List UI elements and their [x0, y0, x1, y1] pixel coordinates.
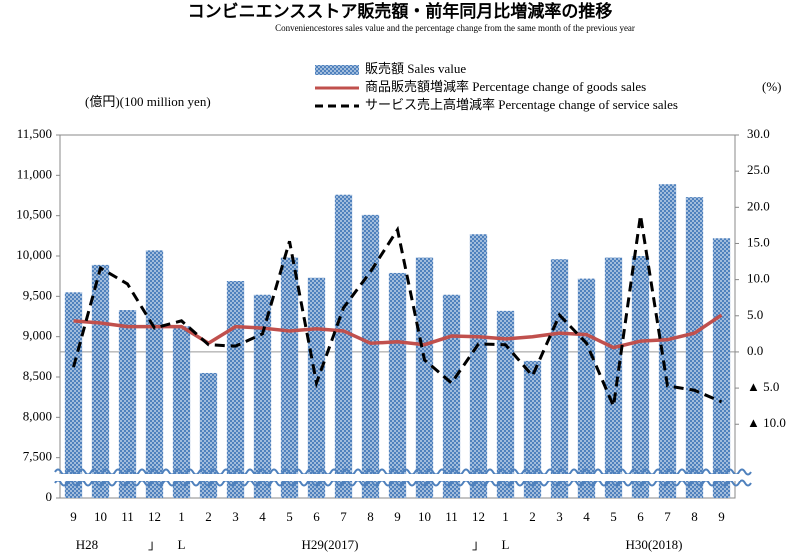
bar [469, 234, 488, 498]
y2-tick-label: 15.0 [747, 234, 770, 249]
x-tick-label: 9 [70, 509, 77, 524]
y2-tick-label: 0.0 [747, 343, 763, 358]
x-tick-label: 5 [286, 509, 293, 524]
legend-label: サービス売上高増減率 Percentage change of service … [365, 97, 678, 112]
y-tick-label: 8,500 [23, 368, 52, 383]
x-tick-label: 9 [718, 509, 725, 524]
y-tick-label: 7,500 [23, 449, 52, 464]
x-tick-label: 2 [529, 509, 536, 524]
legend: 販売額 Sales value 商品販売額増減率 Percentage chang… [315, 61, 678, 112]
x-tick-label: 3 [556, 509, 563, 524]
bar [577, 278, 596, 498]
legend-label: 商品販売額増減率 Percentage change of goods sale… [365, 79, 646, 94]
x-tick-label: 6 [637, 509, 644, 524]
bar [280, 257, 299, 498]
chart-title: コンビニエンスストア販売額・前年同月比増減率の推移 [188, 1, 613, 22]
line [72, 215, 723, 412]
y-tick-label: 11,500 [17, 126, 52, 141]
line [73, 313, 723, 350]
period-label: H28 [76, 537, 98, 552]
y2-tick-label: 10.0 [747, 271, 770, 286]
bar [172, 326, 191, 498]
chart-subtitle: Conveniencestores sales value and the pe… [275, 23, 635, 33]
bar [64, 292, 83, 498]
x-tick-label: 4 [583, 509, 590, 524]
x-tick-label: 8 [691, 509, 698, 524]
bar [550, 259, 569, 498]
bar [307, 277, 326, 498]
bar [91, 264, 110, 498]
y-tick-label: 11,000 [17, 166, 52, 181]
bar [712, 238, 731, 498]
y2-tick-label: 5.0 [747, 307, 763, 322]
bar [361, 214, 380, 499]
x-tick-label: 10 [418, 509, 431, 524]
x-tick-label: 2 [205, 509, 212, 524]
y-tick-label: 10,500 [16, 207, 52, 222]
x-tick-label: 4 [259, 509, 266, 524]
x-tick-label: 9 [394, 509, 401, 524]
x-tick-label: 6 [313, 509, 320, 524]
bar [496, 310, 515, 498]
x-tick-label: 12 [148, 509, 161, 524]
bar [631, 256, 650, 498]
x-tick-label: 5 [610, 509, 617, 524]
period-label: L [502, 537, 510, 552]
bar [226, 281, 245, 498]
y2-tick-label: 20.0 [747, 198, 770, 213]
bar [685, 197, 704, 498]
y-tick-label: 0 [46, 489, 53, 504]
y-tick-label: 10,000 [16, 247, 52, 262]
bar [253, 294, 272, 498]
y-tick-label: 9,000 [23, 328, 52, 343]
bar [334, 194, 353, 498]
y-axis-label: (億円)(100 million yen) [85, 94, 211, 109]
bar [415, 257, 434, 498]
y-tick-label: 9,500 [23, 287, 52, 302]
y2-tick-label: ▲ 5.0 [747, 379, 779, 394]
bar [604, 257, 623, 498]
x-tick-label: 3 [232, 509, 239, 524]
period-label: 」 [472, 537, 485, 552]
x-tick-label: 1 [178, 509, 185, 524]
x-tick-label: 8 [367, 509, 374, 524]
legend-swatch [315, 65, 359, 75]
x-tick-label: 11 [121, 509, 134, 524]
bar [199, 372, 218, 498]
x-tick-label: 12 [472, 509, 485, 524]
bar [442, 294, 461, 498]
legend-label: 販売額 Sales value [365, 61, 466, 76]
y2-tick-label: 25.0 [747, 162, 770, 177]
axis-break-gap [55, 474, 740, 481]
bar [118, 310, 137, 498]
period-label: H30(2018) [625, 537, 682, 552]
bar [523, 360, 542, 498]
y2-tick-label: 30.0 [747, 126, 770, 141]
period-label: H29(2017) [301, 537, 358, 552]
period-label: 」 [148, 537, 161, 552]
x-tick-label: 11 [445, 509, 458, 524]
x-tick-label: 10 [94, 509, 107, 524]
y2-tick-label: ▲ 10.0 [747, 415, 786, 430]
y2-axis-label: (%) [762, 79, 782, 94]
x-tick-label: 7 [664, 509, 671, 524]
x-tick-label: 1 [502, 509, 509, 524]
period-label: L [178, 537, 186, 552]
bar [388, 272, 407, 498]
x-tick-label: 7 [340, 509, 347, 524]
y-tick-label: 8,000 [23, 408, 52, 423]
bar [145, 250, 164, 498]
